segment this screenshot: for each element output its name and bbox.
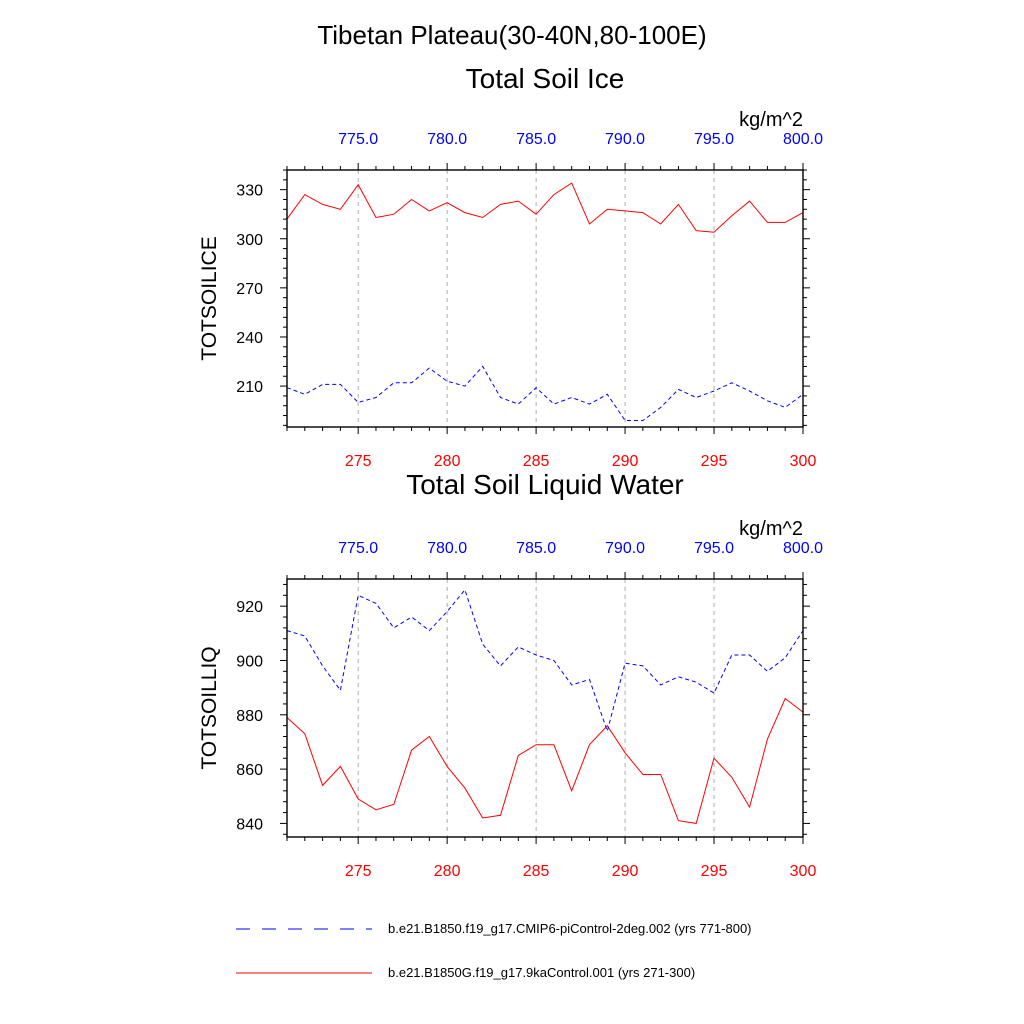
legend-label: b.e21.B1850G.f19_g17.9kaControl.001 (yrs… bbox=[388, 965, 695, 980]
x-tick-label: 275 bbox=[345, 863, 372, 880]
x-tick-label: 290 bbox=[612, 453, 639, 470]
legend-label: b.e21.B1850.f19_g17.CMIP6-piControl-2deg… bbox=[388, 921, 752, 936]
x-tick-label: 300 bbox=[790, 863, 817, 880]
y-axis-label: TOTSOILICE bbox=[198, 236, 221, 360]
y-tick-label: 270 bbox=[236, 281, 263, 298]
top-x-tick-label: 780.0 bbox=[427, 540, 467, 557]
top-x-tick-label: 790.0 bbox=[605, 131, 645, 148]
panel-title: Total Soil Ice bbox=[466, 63, 625, 94]
x-tick-label: 300 bbox=[790, 453, 817, 470]
legend: b.e21.B1850.f19_g17.CMIP6-piControl-2deg… bbox=[236, 921, 752, 980]
panel-title: Total Soil Liquid Water bbox=[406, 469, 684, 500]
panel-total-soil-ice: Total Soil Ice kg/m^2 210 240 270 300 330 275 28… bbox=[198, 63, 823, 470]
x-tick-label: 290 bbox=[612, 863, 639, 880]
panel-total-soil-liquid-water: Total Soil Liquid Water kg/m^2 840 860 880 90… bbox=[198, 469, 823, 880]
series-line-red-solid bbox=[286, 697, 804, 824]
top-x-tick-label: 775.0 bbox=[338, 540, 378, 557]
x-tick-label: 280 bbox=[434, 863, 461, 880]
top-x-tick-label: 795.0 bbox=[694, 540, 734, 557]
y-tick-label: 860 bbox=[236, 762, 263, 779]
series-line-red-solid bbox=[286, 182, 804, 233]
top-x-tick-label: 775.0 bbox=[338, 131, 378, 148]
y-tick-label: 900 bbox=[236, 653, 263, 670]
x-tick-label: 280 bbox=[434, 453, 461, 470]
y-tick-label: 880 bbox=[236, 708, 263, 725]
y-tick-label: 240 bbox=[236, 330, 263, 347]
x-tick-label: 285 bbox=[523, 863, 550, 880]
y-tick-label: 300 bbox=[236, 232, 263, 249]
x-tick-label: 295 bbox=[701, 453, 728, 470]
y-tick-label: 330 bbox=[236, 183, 263, 200]
y-tick-label: 210 bbox=[236, 379, 263, 396]
top-x-tick-label: 780.0 bbox=[427, 131, 467, 148]
units-label: kg/m^2 bbox=[739, 518, 803, 540]
y-tick-label: 840 bbox=[236, 816, 263, 833]
x-tick-label: 285 bbox=[523, 453, 550, 470]
y-tick-label: 920 bbox=[236, 599, 263, 616]
figure-title: Tibetan Plateau(30-40N,80-100E) bbox=[317, 20, 706, 50]
top-x-tick-label: 800.0 bbox=[783, 540, 823, 557]
y-axis-label: TOTSOILLIQ bbox=[198, 646, 221, 769]
top-x-tick-label: 795.0 bbox=[694, 131, 734, 148]
top-x-tick-label: 790.0 bbox=[605, 540, 645, 557]
units-label: kg/m^2 bbox=[739, 109, 803, 131]
series-line-blue-dashed bbox=[286, 588, 804, 733]
x-tick-label: 275 bbox=[345, 453, 372, 470]
x-tick-label: 295 bbox=[701, 863, 728, 880]
top-x-tick-label: 785.0 bbox=[516, 131, 556, 148]
top-x-tick-label: 785.0 bbox=[516, 540, 556, 557]
plot-frame bbox=[286, 169, 804, 428]
plot-frame bbox=[286, 578, 804, 838]
series-line-blue-dashed bbox=[286, 365, 804, 421]
top-x-tick-label: 800.0 bbox=[783, 131, 823, 148]
